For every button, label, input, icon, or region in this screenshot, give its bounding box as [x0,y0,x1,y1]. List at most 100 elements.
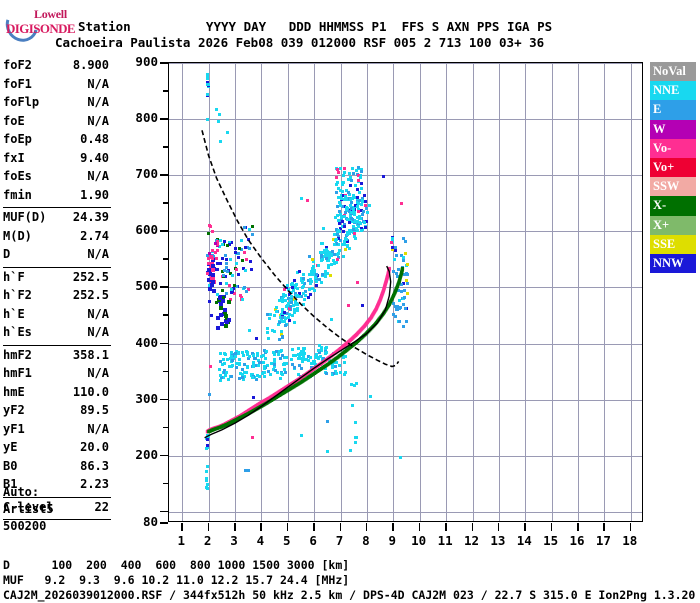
echo-point [225,258,229,262]
legend-item-sse[interactable]: SSE [650,234,696,254]
echo-point [299,352,302,356]
gridline-horizontal [169,343,642,345]
x-axis-tick [418,523,421,531]
echo-point [297,364,301,368]
echo-point [349,178,353,182]
echo-point [326,258,330,262]
legend-item-w[interactable]: W [650,119,696,139]
footer-distance-row: D 100 200 400 600 800 1000 1500 3000 [km… [3,558,350,572]
echo-point [368,204,372,208]
echo-point [239,248,243,252]
echo-point [403,295,407,299]
y-axis-minor-tick [163,202,168,204]
echo-point [405,281,409,285]
echo-point [287,297,291,301]
echo-point [288,305,292,309]
auto-line-2: 500200 [3,519,47,533]
echo-point [344,208,348,212]
legend-item-nnw[interactable]: NNW [650,253,696,274]
echo-point [220,322,225,327]
echo-point [343,240,347,243]
echo-point [337,363,341,367]
echo-point [234,365,238,369]
x-axis-tick [629,523,632,531]
param-key: D [3,247,11,261]
x-axis-tick [260,523,262,531]
echo-point [240,295,244,299]
echo-point [323,269,327,273]
echo-point [357,209,361,213]
echo-point [360,186,364,190]
legend-item-e[interactable]: E [650,100,696,120]
echo-point [391,245,395,249]
echo-point [210,268,215,272]
legend-item-ssw[interactable]: SSW [650,177,696,197]
gridline-vertical [578,63,579,521]
ionogram-plot-area[interactable] [168,62,643,522]
echo-point [262,354,266,358]
echo-point [338,239,342,243]
gridline-vertical [472,63,474,521]
echo-point [326,250,330,253]
echo-point [282,363,286,367]
echo-point [296,372,300,376]
echo-point [250,225,254,229]
y-axis-minor-tick [163,482,168,485]
echo-point [300,197,303,200]
echo-point [314,283,318,287]
legend-item-x[interactable]: X+ [650,215,696,235]
echo-point [338,203,342,207]
echo-point [222,308,227,313]
echo-point [355,215,359,219]
gridline-horizontal [169,511,642,513]
echo-point [398,320,401,324]
echo-point [342,242,346,246]
echo-point [348,192,352,196]
x-axis-label: 3 [230,533,238,548]
param-value: 8.900 [72,58,109,72]
echo-point [286,301,290,305]
echo-point [394,304,397,308]
echo-point [229,351,233,355]
echo-point [290,348,294,352]
echo-point [348,449,352,453]
legend-item-nne[interactable]: NNE [650,81,696,101]
echo-point [318,250,322,254]
echo-point [217,244,221,248]
echo-point [345,188,349,192]
echo-point [301,284,305,288]
echo-point [246,353,250,357]
echo-point [390,240,394,244]
echo-point [298,291,302,295]
echo-point [313,268,317,272]
param-divider [3,344,111,346]
y-axis-tick [160,342,168,344]
echo-point [284,323,287,327]
echo-point [301,273,305,277]
direction-color-legend[interactable]: NoVal NNE E W Vo- Vo+ SSW X- X+ SSE NNW [650,62,696,274]
echo-point [214,251,217,255]
echo-point [306,295,310,299]
echo-point [225,243,229,247]
legend-item-x[interactable]: X- [650,196,696,216]
echo-point [343,247,347,251]
echo-point [403,239,407,243]
legend-item-vo[interactable]: Vo+ [650,157,696,178]
echo-point [269,372,272,376]
echo-point [227,241,231,245]
echo-point [331,250,335,254]
echo-point [309,279,313,283]
echo-point [222,376,226,379]
echo-point [350,219,354,223]
echo-point [216,268,220,272]
echo-point [208,252,211,256]
header-columns-row: Station YYYY DAY DDD HHMMSS P1 FFS S AXN… [78,19,553,34]
echo-point [237,362,241,366]
legend-item-vo[interactable]: Vo- [650,138,696,158]
gridline-vertical [182,63,184,521]
legend-item-noval[interactable]: NoVal [650,62,696,82]
echo-point [400,254,404,258]
echo-point [221,358,225,362]
echo-point [281,297,285,301]
echo-point [392,257,396,261]
